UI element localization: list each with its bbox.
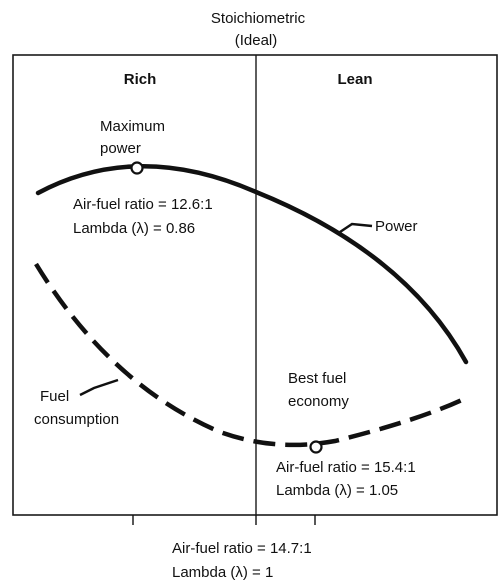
fuel-leader-line [79, 378, 119, 397]
max-power-title-line1: Maximum [100, 118, 165, 135]
stoichiometric-ratio: Air-fuel ratio = 14.7:1 [172, 540, 312, 557]
fuel-series-label-line2: consumption [34, 411, 119, 428]
stoichiometric-lambda: Lambda (λ) = 1 [172, 564, 273, 581]
max-power-marker [130, 161, 144, 175]
max-power-title-line2: power [100, 140, 141, 157]
best-economy-title-line2: economy [288, 393, 349, 410]
power-leader-line [339, 222, 373, 234]
best-economy-ratio: Air-fuel ratio = 15.4:1 [276, 459, 416, 476]
power-curve [35, 164, 469, 365]
stoichiometric-label: Stoichiometric [211, 10, 306, 27]
best-economy-lambda: Lambda (λ) = 1.05 [276, 482, 398, 499]
best-economy-marker [309, 440, 323, 454]
region-rich-label: Rich [124, 71, 157, 88]
best-economy-title-line1: Best fuel [288, 370, 346, 387]
max-power-ratio: Air-fuel ratio = 12.6:1 [73, 196, 213, 213]
ideal-label: (Ideal) [235, 32, 278, 49]
power-series-label: Power [375, 218, 418, 235]
plot-frame [12, 54, 498, 516]
fuel-consumption-curve [34, 262, 467, 448]
max-power-lambda: Lambda (λ) = 0.86 [73, 220, 195, 237]
region-lean-label: Lean [337, 71, 372, 88]
fuel-series-label-line1: Fuel [40, 388, 69, 405]
